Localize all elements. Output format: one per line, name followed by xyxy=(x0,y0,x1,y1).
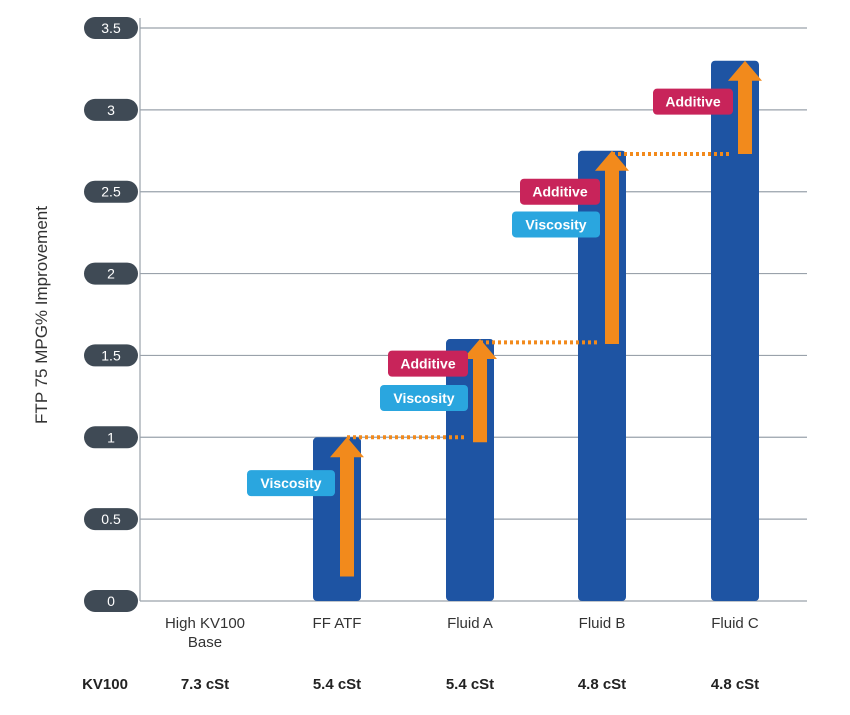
category-label: FF ATF xyxy=(313,615,362,632)
y-tick-pill xyxy=(84,180,138,203)
additive-tag-label: Additive xyxy=(532,184,587,200)
bars xyxy=(313,60,759,602)
y-tick-label: 0.5 xyxy=(101,511,121,527)
dotted-links xyxy=(347,152,731,440)
category-label: Fluid C xyxy=(711,615,759,632)
viscosity-tag-label: Viscosity xyxy=(525,216,586,232)
category-label: Fluid B xyxy=(579,615,626,632)
tags: Viscosity Additive Viscosity Additive Viscos… xyxy=(247,88,733,497)
viscosity-tag-label: Viscosity xyxy=(393,390,454,406)
kv100-value: 5.4 cSt xyxy=(313,676,361,693)
improvement-arrow xyxy=(330,437,364,577)
viscosity-tag xyxy=(247,470,335,497)
y-tick-pill xyxy=(84,17,138,39)
y-tick-label: 1 xyxy=(107,429,115,445)
grid-lines xyxy=(139,18,807,602)
y-tick-label: 2 xyxy=(107,266,115,282)
arrows xyxy=(330,60,762,577)
y-tick-label: 3 xyxy=(107,102,115,118)
kv100-value: 4.8 cSt xyxy=(578,676,626,693)
improvement-arrow xyxy=(728,60,762,155)
y-tick-pill xyxy=(84,426,138,449)
y-tick-pill xyxy=(84,508,138,531)
category-label: Base xyxy=(188,634,222,651)
kv100-value: 4.8 cSt xyxy=(711,676,759,693)
additive-tag xyxy=(520,178,600,205)
kv100-value: 5.4 cSt xyxy=(446,676,494,693)
improvement-arrow xyxy=(463,339,497,443)
y-tick-pill xyxy=(84,262,138,285)
kv100-value: 7.3 cSt xyxy=(181,676,229,693)
additive-tag-label: Additive xyxy=(400,356,455,372)
additive-tag xyxy=(653,88,733,115)
viscosity-tag xyxy=(380,384,468,411)
y-tick-label: 3.5 xyxy=(101,20,121,36)
additive-tag-label: Additive xyxy=(665,94,720,110)
y-tick-label: 2.5 xyxy=(101,184,121,200)
kv100-row-label: KV100 xyxy=(82,676,128,693)
y-tick-label: 1.5 xyxy=(101,347,121,363)
x-categories: High KV100 Base FF ATF Fluid A Fluid B Fluid … xyxy=(165,615,759,651)
y-tick-label: 0 xyxy=(107,593,115,609)
improvement-arrow xyxy=(595,150,629,344)
y-ticks: 0 0.5 1 1.5 2 2.5 3 3.5 xyxy=(84,17,138,612)
viscosity-tag xyxy=(512,211,600,238)
bar xyxy=(711,60,759,601)
viscosity-tag-label: Viscosity xyxy=(260,475,321,491)
y-axis-label: FTP 75 MPG% Improvement xyxy=(32,206,51,424)
category-label: High KV100 xyxy=(165,615,245,632)
additive-tag xyxy=(388,350,468,377)
y-tick-pill xyxy=(84,344,138,367)
category-label: Fluid A xyxy=(447,615,493,632)
kv100-values: 7.3 cSt 5.4 cSt 5.4 cSt 4.8 cSt 4.8 cSt xyxy=(181,676,759,693)
y-tick-pill xyxy=(84,98,138,121)
y-tick-pill xyxy=(84,590,138,612)
